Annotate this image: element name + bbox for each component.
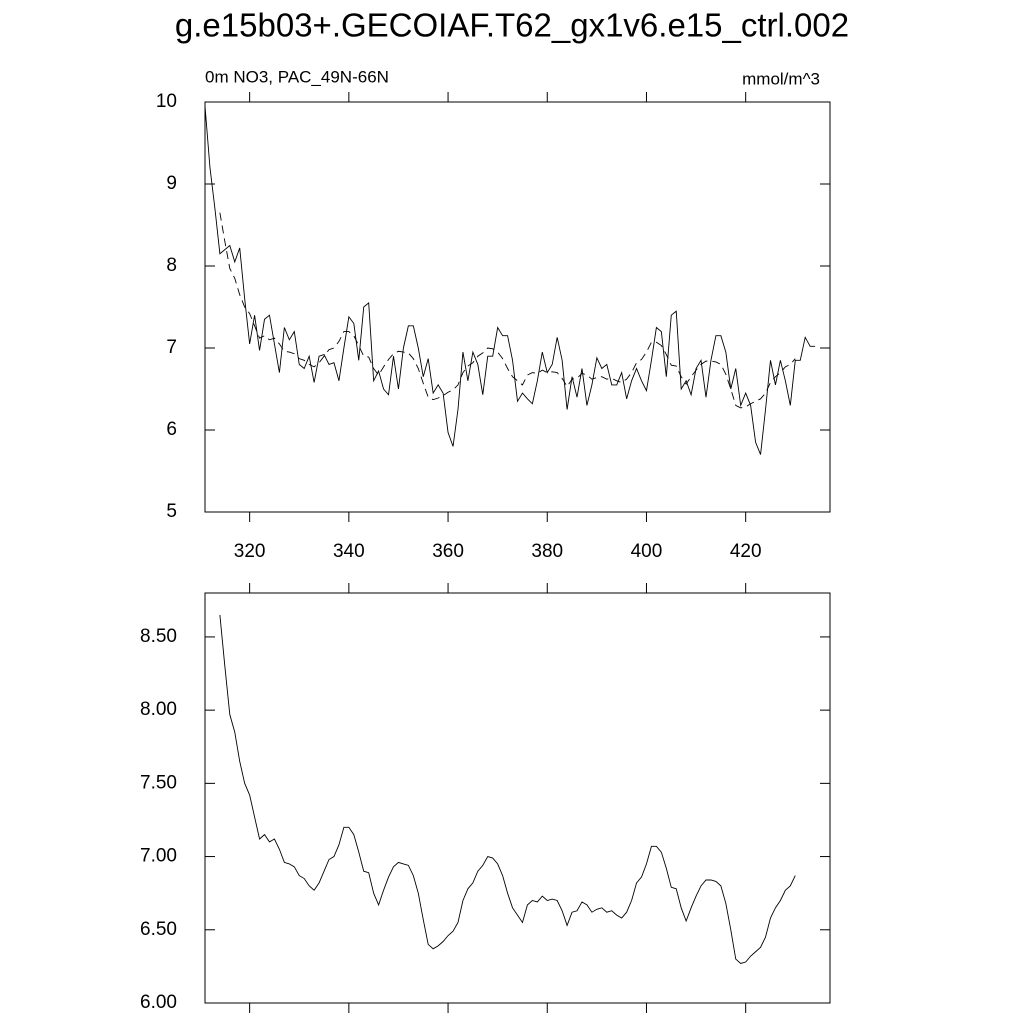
y-tick-label: 7.50 [140, 772, 177, 793]
x-tick-label: 380 [531, 541, 563, 562]
x-tick-label: 360 [432, 541, 464, 562]
y-tick-label: 10 [156, 91, 177, 112]
y-tick-label: 6.50 [140, 919, 177, 940]
x-tick-label: 400 [631, 541, 663, 562]
data-line [219, 212, 796, 409]
x-tick-label: 320 [234, 541, 266, 562]
subtitle: 0m NO3, PAC_49N-66N [205, 67, 389, 86]
y-tick-label: 5 [166, 501, 177, 522]
y-tick-label: 6.00 [140, 992, 177, 1013]
data-line [219, 614, 796, 964]
y-tick-label: 9 [166, 173, 177, 194]
y-tick-label: 8.00 [140, 699, 177, 720]
plot-frame [204, 101, 831, 513]
chart-title: g.e15b03+.GECOIAF.T62_gx1v6.e15_ctrl.002 [175, 7, 849, 44]
y-tick-label: 8.50 [140, 626, 177, 647]
data-line [204, 106, 816, 455]
x-tick-label: 340 [333, 541, 365, 562]
plot-frame [204, 592, 831, 1004]
y-tick-label: 7 [166, 337, 177, 358]
y-tick-label: 8 [166, 255, 177, 276]
y-tick-label: 6 [166, 419, 177, 440]
units: mmol/m^3 [742, 69, 820, 88]
y-tick-label: 7.00 [140, 846, 177, 867]
x-tick-label: 420 [730, 541, 762, 562]
